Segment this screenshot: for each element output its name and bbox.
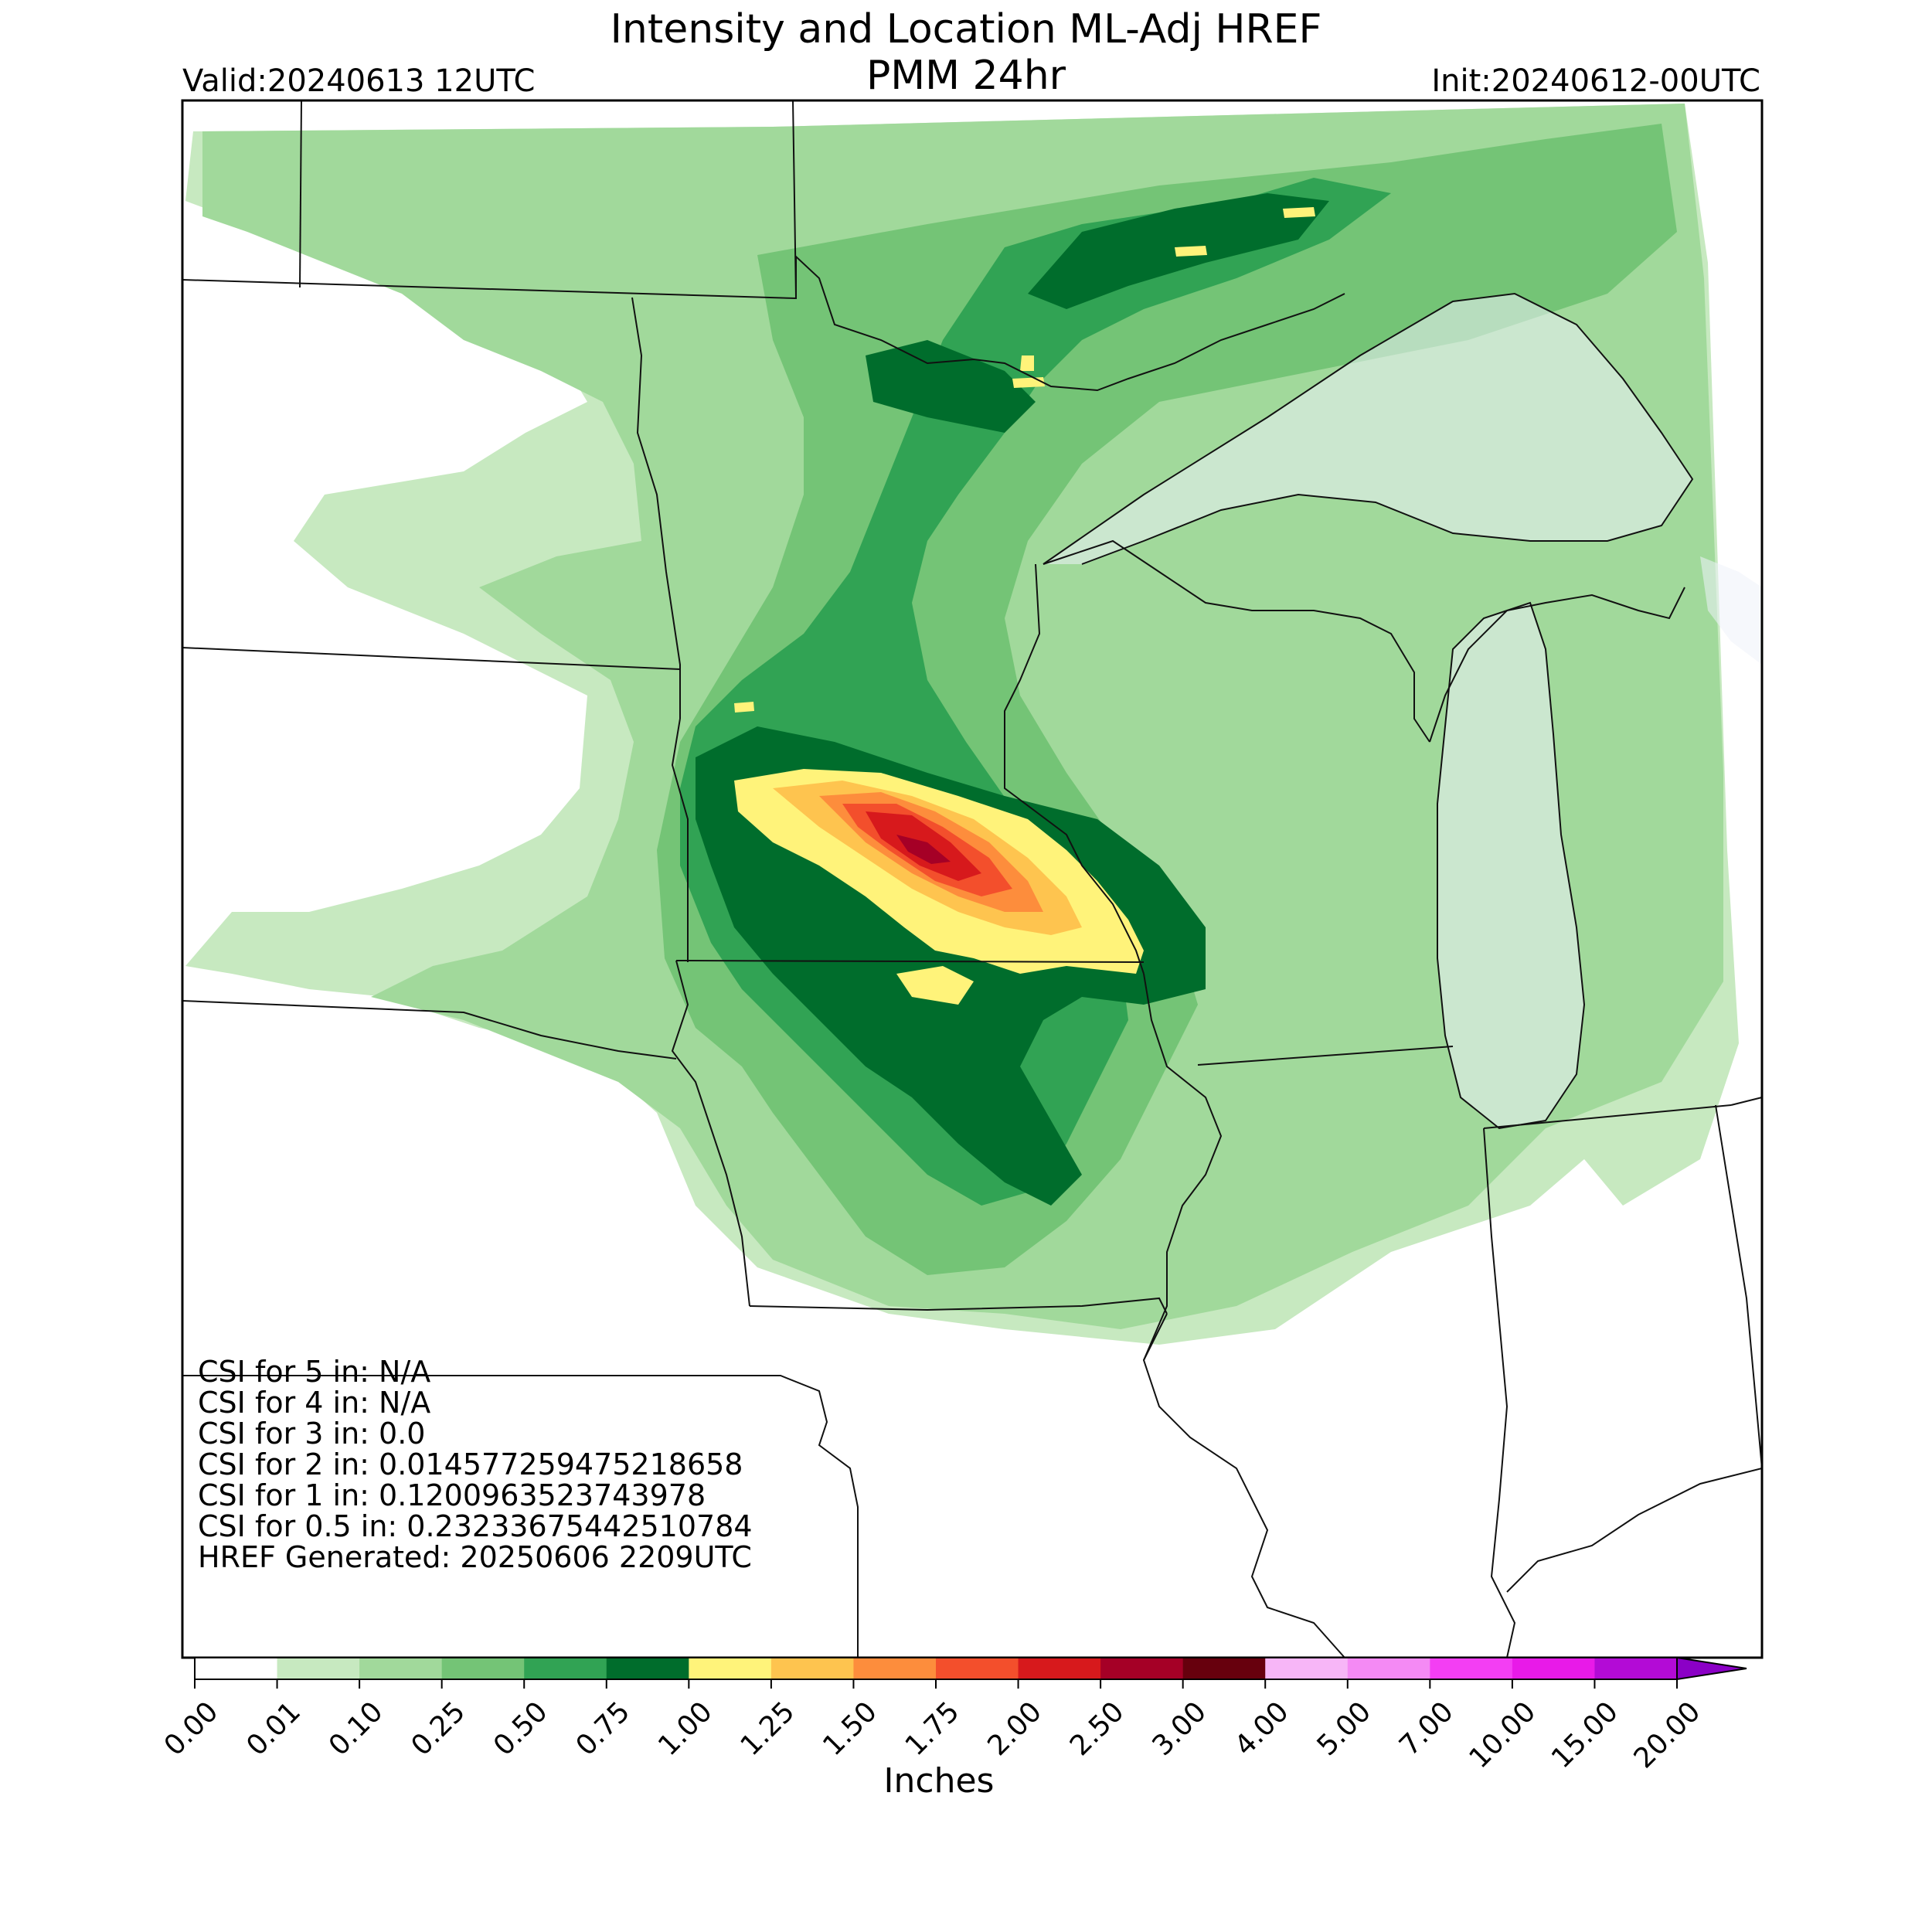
csi-4in: CSI for 4 in: N/A <box>198 1386 431 1420</box>
colorbar-box <box>689 1658 772 1679</box>
colorbar-tick-label: 4.00 <box>1229 1696 1295 1762</box>
colorbar-box <box>853 1658 937 1679</box>
init-time: Init:20240612-00UTC <box>1431 63 1760 99</box>
colorbar-box <box>524 1658 607 1679</box>
colorbar-box <box>936 1658 1019 1679</box>
border-michigan-shore <box>1437 601 1586 1130</box>
state-borders <box>182 100 1764 1658</box>
csi-0-5in: CSI for 0.5 in: 0.23233675442510784 <box>198 1509 753 1543</box>
csi-1in: CSI for 1 in: 0.1200963523743978 <box>198 1478 706 1512</box>
colorbar-box <box>195 1658 278 1679</box>
border-ne-ia <box>671 960 750 1307</box>
lake-michigan <box>1437 603 1584 1128</box>
border-ia-mo <box>749 1297 1168 1315</box>
colorbar-box <box>1018 1658 1101 1679</box>
colorbar-tick-label: 0.00 <box>158 1696 225 1762</box>
colorbar-extension <box>1676 1656 1747 1681</box>
border-sd-mn <box>671 718 689 962</box>
border-mt-nd <box>299 100 302 288</box>
colorbar-box <box>1430 1658 1513 1679</box>
border-oh-east <box>1730 1097 1763 1106</box>
border-mo-il <box>1143 1313 1168 1361</box>
title-line-1: Intensity and Location ML-Adj HREF <box>610 6 1322 53</box>
colorbar-box <box>441 1658 525 1679</box>
border-mn-wi <box>1004 563 1145 975</box>
colorbar-box <box>606 1658 689 1679</box>
colorbar-tick-label: 5.00 <box>1311 1696 1378 1762</box>
great-lakes <box>1043 294 1762 1128</box>
colorbar-box <box>1265 1658 1349 1679</box>
colorbar-box <box>277 1658 360 1679</box>
border-ia-il <box>1142 973 1345 1658</box>
border-ks-mo <box>182 1375 859 1658</box>
border-wi-mi <box>1043 539 1430 743</box>
colorbar-tick-label: 1.50 <box>817 1696 883 1762</box>
border-sk-mb <box>792 100 797 298</box>
border-canada-us <box>182 254 1345 392</box>
valid-time: Valid:20240613 12UTC <box>182 63 536 99</box>
border-in-ky <box>1506 1104 1764 1593</box>
colorbar-unit-label: Inches <box>883 1761 995 1801</box>
border-ks-ne <box>182 1000 677 1060</box>
csi-3in: CSI for 3 in: 0.0 <box>198 1417 426 1451</box>
colorbar-tick-label: 0.75 <box>570 1696 637 1762</box>
border-wi-il <box>1197 1046 1454 1066</box>
colorbar-tick-label: 7.00 <box>1393 1696 1460 1762</box>
border-superior-shore <box>1043 292 1694 565</box>
border-mn-ia <box>675 960 1145 963</box>
title-line-2: PMM 24hr <box>866 53 1066 99</box>
border-il-in <box>1483 1128 1516 1658</box>
colorbar-tick-label: 1.75 <box>900 1696 966 1762</box>
colorbar-tick-label: 0.10 <box>323 1696 389 1762</box>
lake-superior <box>1043 294 1692 564</box>
border-nd-mn <box>631 297 681 719</box>
href-generated: HREF Generated: 20250606 2209UTC <box>198 1540 752 1574</box>
colorbar-tick-label: 1.00 <box>652 1696 719 1762</box>
colorbar-box <box>1347 1658 1430 1679</box>
colorbar-tick-label: 2.00 <box>981 1696 1048 1762</box>
csi-stats: CSI for 5 in: N/A CSI for 4 in: N/A CSI … <box>198 1356 753 1573</box>
colorbar-tick-label: 0.50 <box>488 1696 554 1762</box>
colorbar-tick-label: 1.25 <box>735 1696 801 1762</box>
colorbar-box <box>1100 1658 1184 1679</box>
colorbar-tick-label: 0.25 <box>405 1696 471 1762</box>
csi-2in: CSI for 2 in: 0.014577259475218658 <box>198 1447 743 1481</box>
colorbar-box <box>1594 1658 1678 1679</box>
colorbar-tick-label: 2.50 <box>1064 1696 1131 1762</box>
colorbar-tick-label: 0.01 <box>240 1696 307 1762</box>
precip-075-area <box>696 193 1329 1206</box>
precip-250-area <box>896 835 951 864</box>
colorbar-tick-label: 3.00 <box>1146 1696 1213 1762</box>
csi-5in: CSI for 5 in: N/A <box>198 1355 431 1389</box>
border-sd-ne-line <box>182 647 681 670</box>
colorbar-box <box>1182 1658 1266 1679</box>
colorbar-box <box>1512 1658 1595 1679</box>
colorbar-box <box>359 1658 443 1679</box>
border-mi-outline <box>1429 587 1685 743</box>
lake-huron-edge <box>1700 556 1762 665</box>
colorbar-box <box>770 1658 854 1679</box>
